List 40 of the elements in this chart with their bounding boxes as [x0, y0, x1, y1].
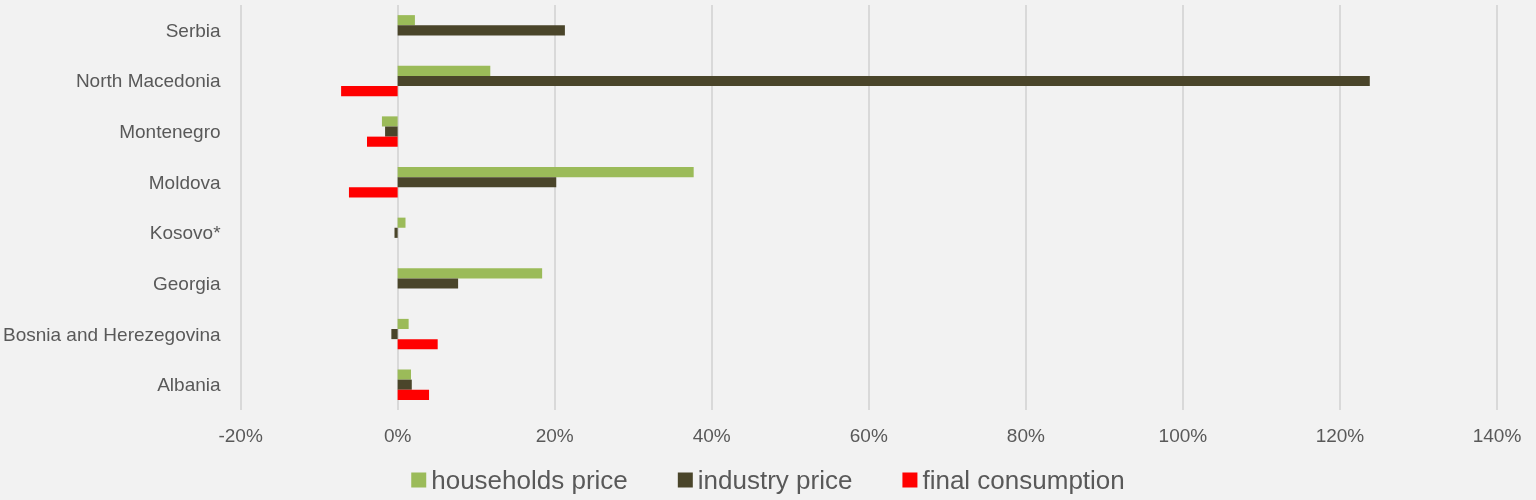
bar: [397, 65, 491, 76]
bar: [391, 329, 398, 340]
x-tick-label: 100%: [1158, 425, 1208, 446]
bar: [397, 268, 543, 279]
x-tick-label: 140%: [1472, 425, 1522, 446]
x-tick-label: 60%: [849, 425, 888, 446]
y-tick-label: Montenegro: [119, 121, 221, 143]
bar: [367, 136, 398, 147]
legend-label: households price: [431, 465, 628, 495]
bar: [397, 339, 438, 350]
bar: [397, 25, 565, 36]
bar: [385, 126, 398, 137]
bar: [394, 227, 398, 238]
bar: [397, 177, 557, 188]
bar: [381, 116, 398, 127]
legend-label: industry price: [697, 465, 853, 495]
y-tick-label: Bosnia and Herezegovina: [3, 323, 222, 345]
bar: [397, 15, 415, 26]
bar: [397, 379, 412, 390]
bar: [397, 318, 409, 329]
legend-label: final consumption: [922, 465, 1125, 495]
bar: [397, 167, 694, 178]
x-tick-label: 0%: [383, 425, 412, 446]
y-tick-label: Kosovo*: [149, 222, 222, 244]
bar: [341, 86, 398, 97]
y-tick-label: North Macedonia: [75, 70, 222, 92]
x-tick-label: 40%: [692, 425, 731, 446]
x-tick-label: 120%: [1315, 425, 1365, 446]
y-tick-label: Georgia: [152, 272, 222, 294]
x-tick-label: 20%: [535, 425, 574, 446]
y-tick-label: Albania: [157, 374, 222, 396]
y-tick-label: Serbia: [165, 19, 222, 41]
bar: [397, 75, 1370, 86]
x-tick-label: 80%: [1006, 425, 1045, 446]
bar: [348, 187, 398, 198]
x-tick-label: -20%: [218, 425, 263, 446]
bar: [397, 278, 459, 289]
bar: [397, 369, 411, 380]
bar: [397, 389, 430, 400]
y-tick-label: Moldova: [148, 171, 222, 193]
